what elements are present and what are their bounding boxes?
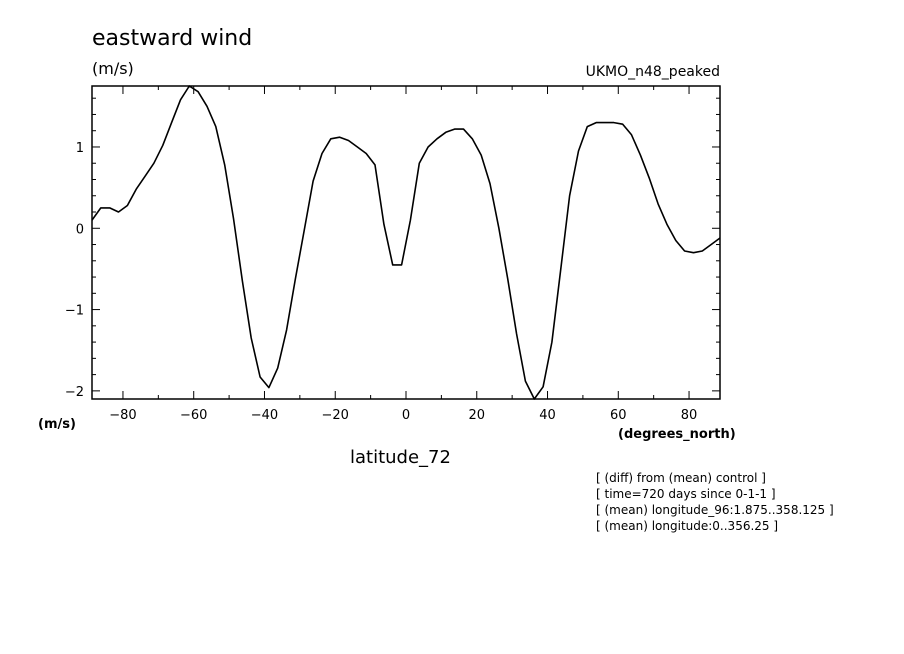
x-axis-label: latitude_72 [350, 447, 451, 468]
x-tick-label: −20 [322, 408, 349, 423]
note-line-3: [ (mean) longitude_96:1.875..358.125 ] [596, 503, 834, 517]
x-tick-label: 20 [468, 408, 485, 423]
x-tick-label: −40 [251, 408, 278, 423]
series-layer [91, 85, 721, 400]
y-tick-label: 0 [76, 222, 84, 237]
series-line [91, 85, 721, 400]
y-tick-label: 1 [76, 141, 84, 156]
y-tick-label: −1 [65, 304, 84, 319]
x-tick-label: −80 [109, 408, 136, 423]
model-label: UKMO_n48_peaked [586, 64, 720, 80]
x-tick-label: 80 [681, 408, 698, 423]
x-tick-label: 60 [610, 408, 627, 423]
plot-frame [91, 85, 721, 400]
note-line-4: [ (mean) longitude:0..356.25 ] [596, 519, 778, 533]
note-line-2: [ time=720 days since 0-1-1 ] [596, 487, 776, 501]
axis-tick-labels: −80 −60 −40 −20 0 20 40 60 80 −2 −1 0 1 [65, 141, 697, 423]
chart-units: (m/s) [92, 59, 134, 78]
x-tick-label: 40 [539, 408, 556, 423]
x-tick-label: −60 [180, 408, 207, 423]
y-axis-unit-label: (m/s) [38, 417, 76, 432]
x-axis-unit-label: (degrees_north) [618, 427, 736, 442]
x-tick-label: 0 [402, 408, 410, 423]
chart-title: eastward wind [92, 26, 252, 51]
y-tick-label: −2 [65, 385, 84, 400]
note-line-1: [ (diff) from (mean) control ] [596, 471, 766, 485]
